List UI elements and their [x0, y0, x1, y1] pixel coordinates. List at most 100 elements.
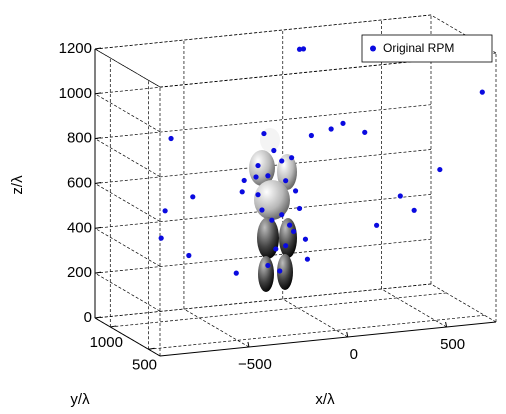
- grid-line: [94, 183, 161, 222]
- point: [340, 120, 346, 126]
- y-axis-label: y/λ: [70, 391, 90, 408]
- x-axis-label: x/λ: [315, 391, 335, 408]
- point: [279, 158, 285, 164]
- z-tick: [94, 137, 102, 140]
- point: [241, 177, 247, 184]
- grid-line: [94, 93, 161, 133]
- grid-line: [282, 298, 348, 338]
- point: [255, 162, 261, 169]
- point: [362, 129, 368, 135]
- point: [269, 217, 275, 223]
- z-tick: [94, 182, 102, 184]
- point: [308, 132, 314, 139]
- point: [239, 189, 245, 195]
- point: [277, 268, 283, 274]
- point: [186, 252, 192, 259]
- grid-line: [94, 272, 161, 312]
- point: [233, 270, 239, 276]
- model-part: [257, 217, 279, 259]
- point: [271, 147, 277, 154]
- y-tick: [110, 325, 117, 328]
- y-axis: [94, 317, 161, 357]
- point: [296, 205, 303, 212]
- point: [287, 222, 293, 228]
- x-axis: [159, 321, 497, 357]
- point: [304, 256, 311, 262]
- y-tick-label: 500: [132, 356, 157, 373]
- legend-label: Original RPM: [383, 41, 454, 55]
- z-tick-label: 1200: [59, 40, 92, 57]
- x-tick-label: −500: [238, 356, 272, 373]
- z-tick: [94, 271, 102, 274]
- grid: [94, 14, 497, 357]
- z-tick: [94, 47, 102, 50]
- grid-line: [94, 193, 432, 229]
- point: [289, 155, 295, 161]
- point: [279, 212, 285, 218]
- x-tick: [346, 331, 349, 338]
- point: [397, 193, 403, 199]
- point: [158, 235, 164, 241]
- model-part: [254, 180, 290, 220]
- point: [190, 194, 196, 200]
- z-tick-label: 800: [67, 130, 92, 147]
- point: [273, 246, 279, 252]
- point: [265, 262, 271, 269]
- z-tick: [94, 92, 102, 95]
- grid-line: [94, 14, 432, 50]
- box-edge: [430, 283, 497, 323]
- point: [168, 135, 174, 142]
- z-tick-label: 1000: [59, 85, 92, 102]
- z-tick: [94, 226, 102, 229]
- model-part: [277, 254, 293, 290]
- grid-line: [94, 48, 161, 88]
- point: [253, 174, 259, 180]
- point: [479, 89, 485, 95]
- grid-line: [381, 288, 447, 328]
- point: [328, 126, 334, 132]
- grid-line: [94, 283, 432, 319]
- x-tick-label: 500: [440, 336, 465, 353]
- z-tick: [94, 316, 102, 319]
- legend: Original RPM: [361, 34, 493, 63]
- z-tick-label: 600: [67, 174, 92, 191]
- z-axis-label: z/λ: [9, 175, 26, 195]
- grid-line: [94, 59, 432, 95]
- point: [374, 222, 380, 228]
- point: [290, 228, 297, 235]
- point: [302, 236, 309, 242]
- point: [437, 166, 443, 173]
- point: [283, 243, 289, 249]
- model-part: [258, 256, 274, 292]
- point: [411, 207, 417, 213]
- model-part: [279, 218, 297, 258]
- point: [300, 46, 307, 52]
- points: [158, 46, 485, 276]
- point: [292, 188, 299, 194]
- x-tick: [445, 321, 448, 328]
- point: [259, 207, 265, 213]
- x-tick-label: 0: [350, 346, 358, 363]
- grid-line: [94, 238, 432, 274]
- y-tick-label: 1000: [90, 334, 123, 351]
- grid-line: [94, 138, 161, 177]
- point: [283, 178, 289, 184]
- z-tick-label: 400: [67, 219, 92, 236]
- grid-line: [94, 149, 432, 184]
- z-tick-label: 200: [67, 264, 92, 281]
- y-tick: [148, 347, 155, 350]
- grid-line: [148, 314, 485, 350]
- point: [296, 46, 303, 52]
- point: [261, 130, 267, 137]
- point: [162, 208, 168, 214]
- legend-box: [361, 34, 493, 63]
- x-tick: [247, 341, 250, 348]
- point: [255, 192, 261, 198]
- z-tick-label: 0: [84, 309, 92, 326]
- grid-line: [110, 292, 447, 328]
- grid-line: [94, 104, 432, 140]
- grid-line: [94, 228, 161, 267]
- legend-marker: [370, 45, 376, 52]
- point: [265, 173, 271, 179]
